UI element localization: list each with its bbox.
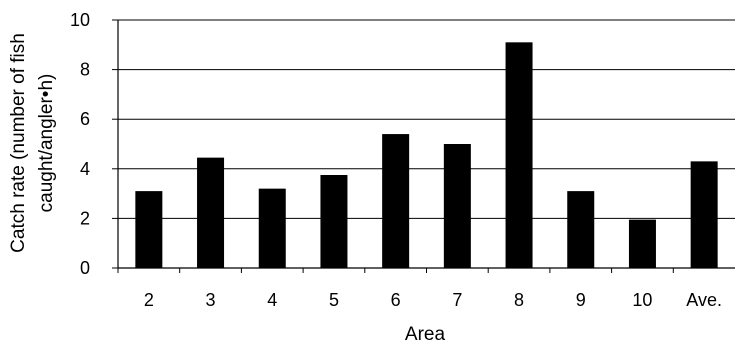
x-tick-label-8: 8 xyxy=(514,290,524,310)
y-tick-label-6: 6 xyxy=(80,109,90,129)
bar-7 xyxy=(443,144,471,268)
x-tick-label-5: 5 xyxy=(329,290,339,310)
x-tick-label-4: 4 xyxy=(267,290,277,310)
x-tick-label-9: 9 xyxy=(576,290,586,310)
bar-4 xyxy=(258,188,286,268)
y-axis-label-line2: caught/angler•h) xyxy=(36,74,57,213)
x-tick-label-2: 2 xyxy=(144,290,154,310)
y-tick-label-4: 4 xyxy=(80,159,90,179)
x-tick-label-7: 7 xyxy=(452,290,462,310)
x-tick-label-Ave.: Ave. xyxy=(686,290,722,310)
x-tick-labels: 2 3 4 5 6 7 8 9 10 Ave. xyxy=(144,290,722,310)
y-tick-label-8: 8 xyxy=(80,60,90,80)
x-axis-label: Area xyxy=(405,324,446,345)
x-tick-label-6: 6 xyxy=(391,290,401,310)
y-tick-labels: 0 2 4 6 8 10 xyxy=(70,10,90,278)
bar-Ave. xyxy=(690,161,718,268)
bars xyxy=(135,42,718,268)
bar-10 xyxy=(628,219,656,268)
y-tick-label-2: 2 xyxy=(80,208,90,228)
axes xyxy=(112,19,735,273)
bar-6 xyxy=(382,134,410,268)
bar-8 xyxy=(505,42,533,268)
x-tick-label-3: 3 xyxy=(206,290,216,310)
x-tick-label-10: 10 xyxy=(632,290,652,310)
y-tick-label-0: 0 xyxy=(80,258,90,278)
bar-9 xyxy=(567,191,595,268)
y-tick-label-10: 10 xyxy=(70,10,90,30)
bar-3 xyxy=(197,157,225,268)
bar-5 xyxy=(320,175,348,268)
y-axis-label-line1: Catch rate (number of fish xyxy=(8,33,29,253)
bar-2 xyxy=(135,191,163,268)
